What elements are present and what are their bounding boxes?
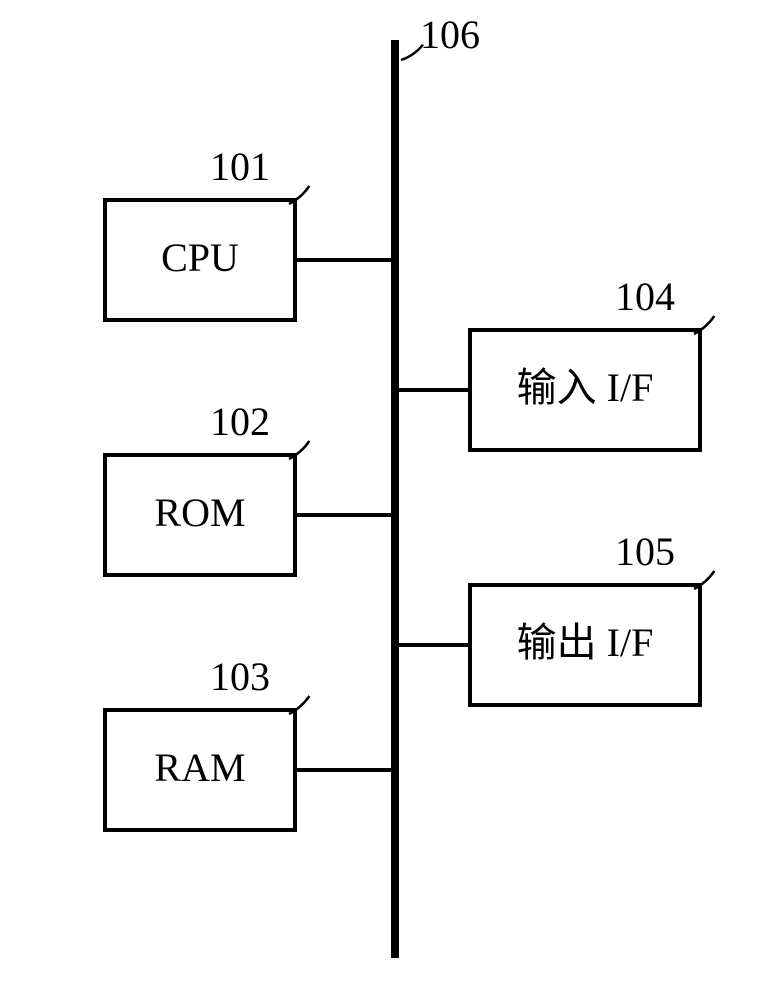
ref-input-if: 104 bbox=[615, 274, 675, 319]
label-cpu: CPU bbox=[161, 235, 239, 280]
ref-ram: 103 bbox=[210, 654, 270, 699]
ref-rom: 102 bbox=[210, 399, 270, 444]
label-output-if: 输出 I/F bbox=[517, 620, 654, 665]
label-input-if: 输入 I/F bbox=[517, 365, 654, 410]
label-rom: ROM bbox=[154, 490, 245, 535]
bus-ref-label: 106 bbox=[420, 12, 480, 57]
ref-cpu: 101 bbox=[210, 144, 270, 189]
ref-output-if: 105 bbox=[615, 529, 675, 574]
bus-block-diagram: 106 CPU 101 ROM 102 RAM 103 输入 I/F 104 输出 I/F 105 bbox=[0, 0, 779, 1000]
label-ram: RAM bbox=[154, 745, 245, 790]
